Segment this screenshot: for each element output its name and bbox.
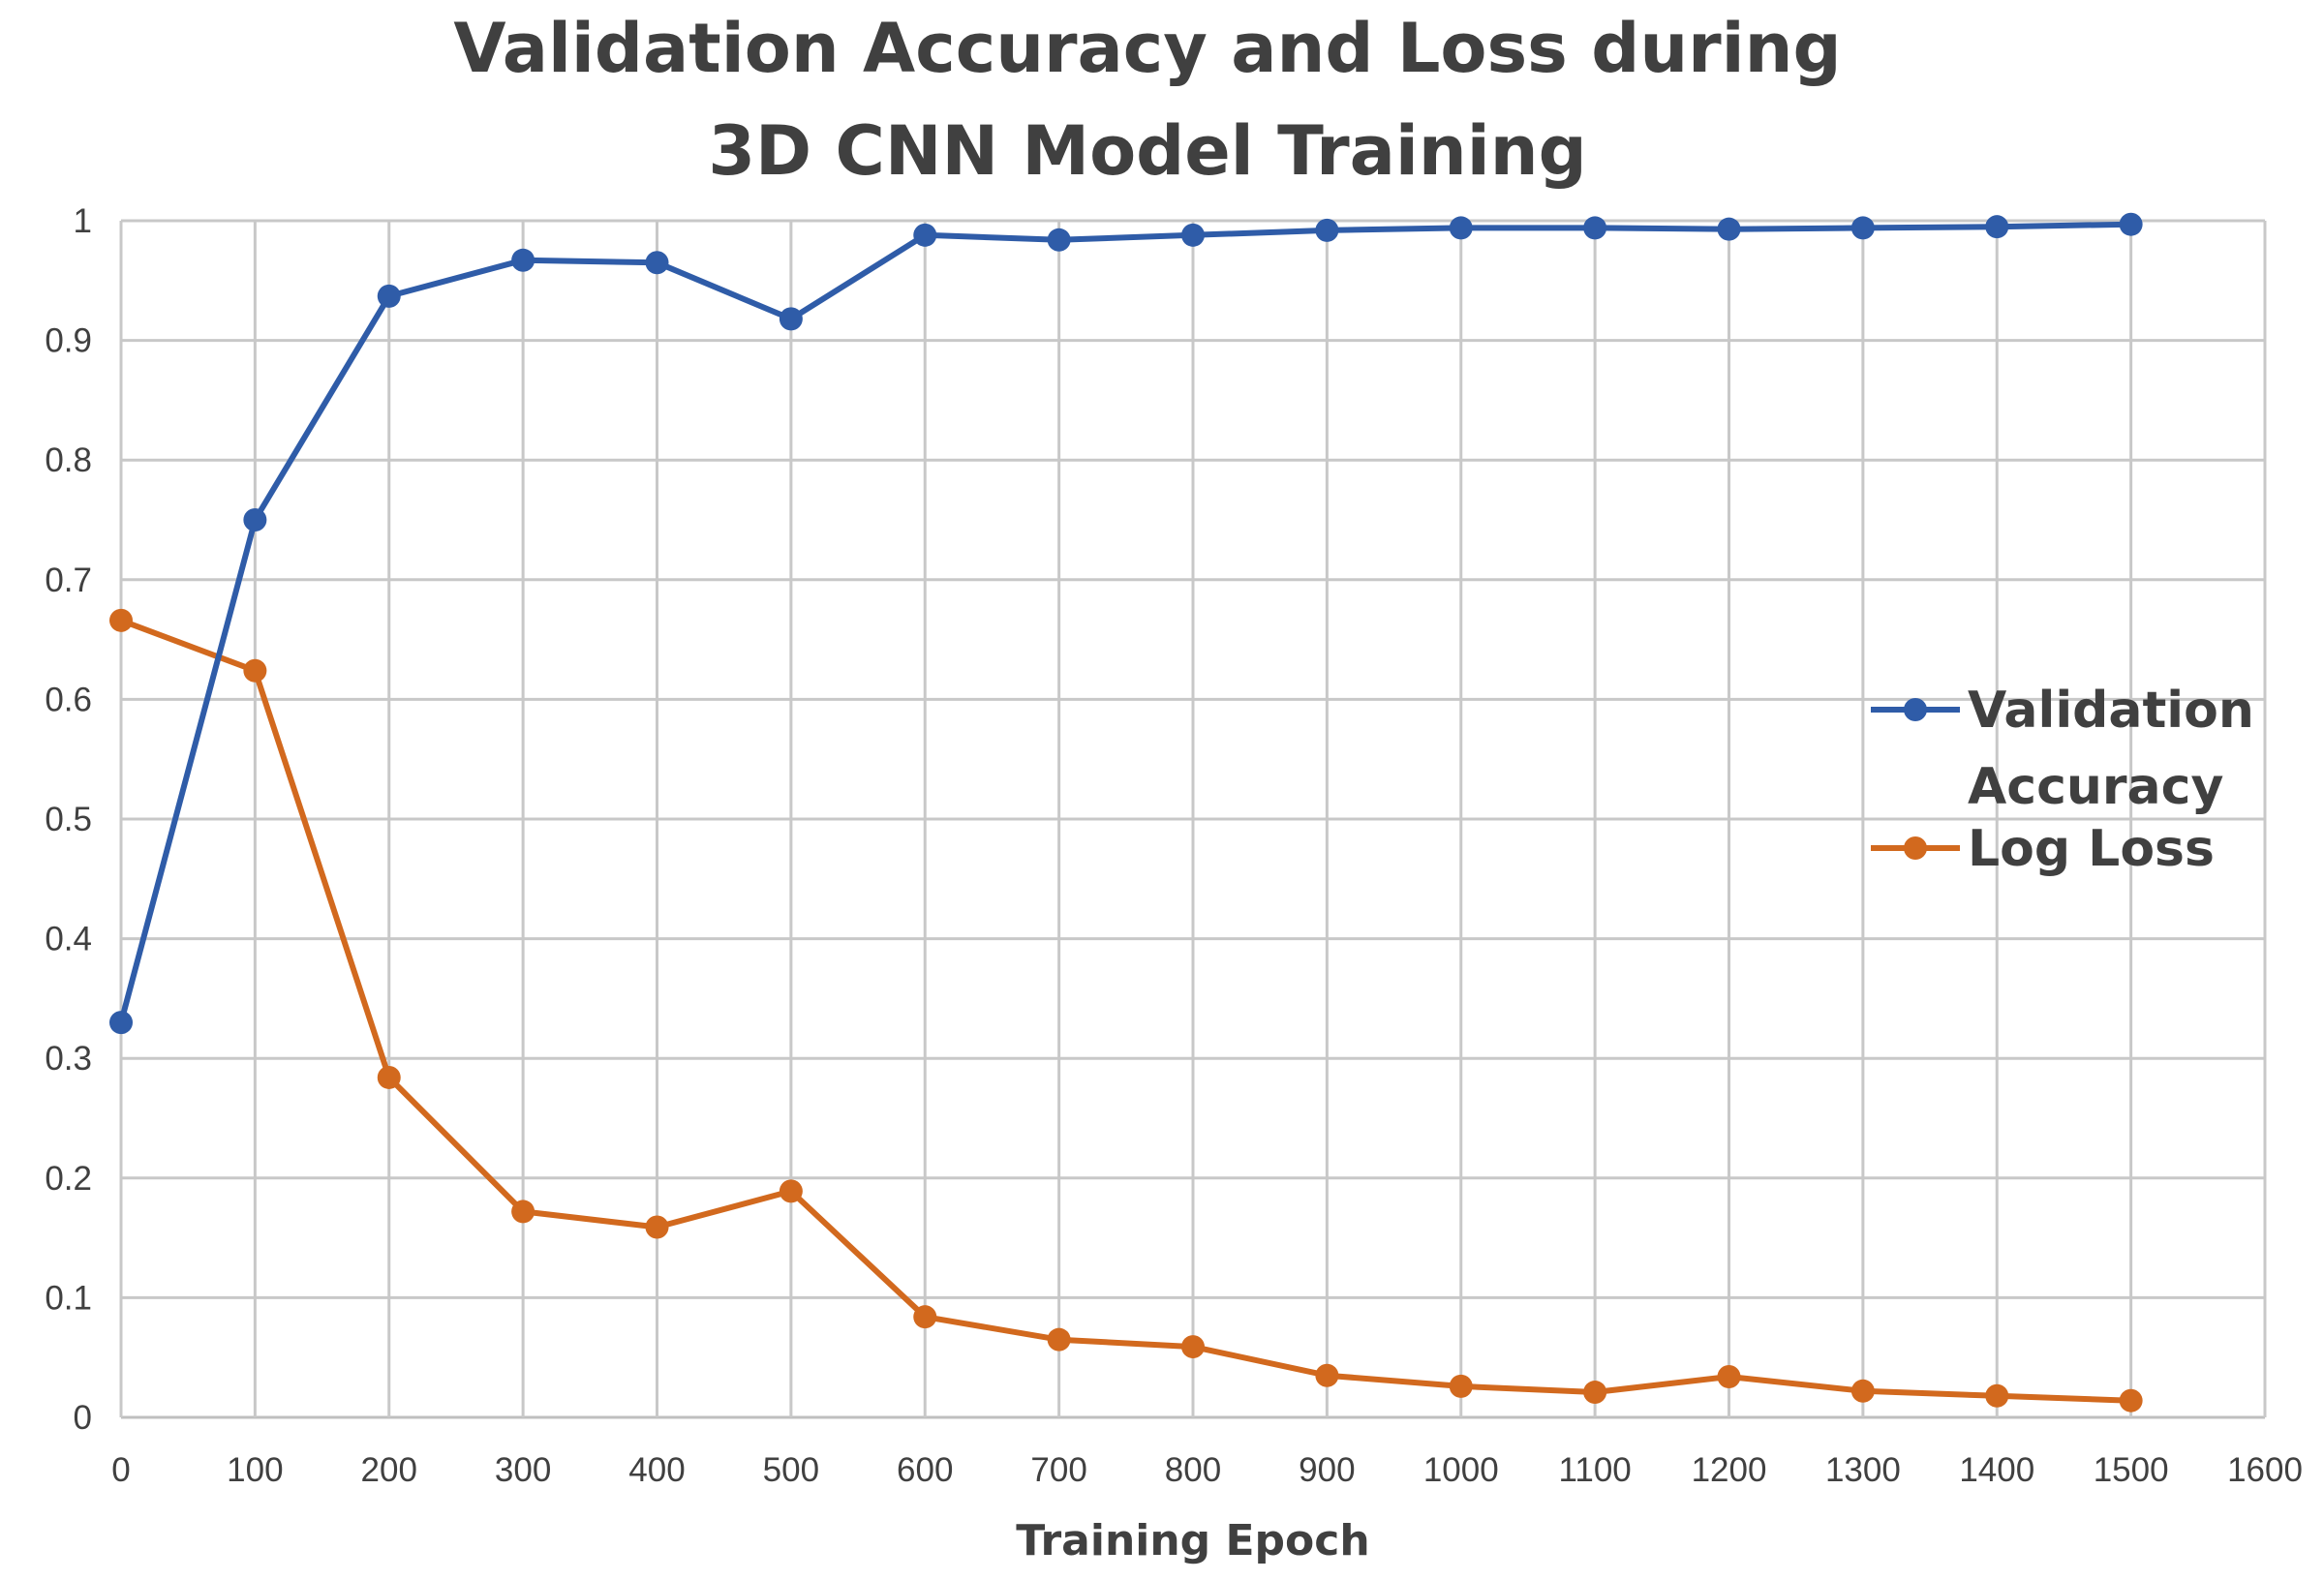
x-axis-title: Training Epoch <box>1016 1516 1369 1565</box>
data-point-log-loss <box>1449 1374 1473 1398</box>
data-point-validation-accuracy <box>1449 216 1473 240</box>
data-point-log-loss <box>511 1200 535 1224</box>
series-line-log-loss <box>119 617 2131 1404</box>
data-point-log-loss <box>1985 1383 2009 1408</box>
legend-label-log-loss: Log Loss <box>1968 820 2215 878</box>
legend-label-validation-accuracy-line-2: Accuracy <box>1968 758 2223 816</box>
data-point-log-loss <box>1717 1364 1741 1388</box>
data-point-log-loss <box>243 658 267 683</box>
x-tick-label: 1100 <box>1558 1451 1631 1489</box>
series-validation-accuracy <box>109 212 2143 1035</box>
x-tick-label: 300 <box>495 1451 551 1489</box>
x-tick-label: 0 <box>111 1451 130 1489</box>
data-point-validation-accuracy <box>109 1011 133 1035</box>
series-line-validation-accuracy <box>118 221 2131 1023</box>
x-tick-label: 1600 <box>2227 1451 2303 1489</box>
y-tick-label: 0.1 <box>45 1279 92 1317</box>
y-tick-label: 0.5 <box>45 801 92 838</box>
data-point-validation-accuracy <box>243 508 267 532</box>
series <box>109 212 2143 1413</box>
data-point-validation-accuracy <box>377 284 401 308</box>
legend-entry-validation-accuracy: Validation Accuracy <box>1871 682 2254 816</box>
x-tick-label: 500 <box>763 1451 819 1489</box>
data-point-log-loss <box>1181 1335 1205 1359</box>
data-point-validation-accuracy <box>1047 228 1071 252</box>
x-tick-label: 700 <box>1030 1451 1086 1489</box>
y-axis-ticks: 0 0.1 0.2 0.3 0.4 0.5 0.6 0.7 0.8 0.9 1 <box>45 202 92 1437</box>
data-point-log-loss <box>1315 1363 1339 1387</box>
data-point-validation-accuracy <box>1717 217 1741 241</box>
x-tick-label: 1400 <box>1959 1451 2034 1489</box>
legend: Validation Accuracy Log Loss <box>1871 682 2254 878</box>
data-point-log-loss <box>2119 1388 2143 1413</box>
x-tick-label: 100 <box>227 1451 283 1489</box>
data-point-validation-accuracy <box>645 251 669 275</box>
grid <box>119 219 2267 1419</box>
data-point-validation-accuracy <box>779 307 803 331</box>
data-point-log-loss <box>645 1215 669 1239</box>
data-point-log-loss <box>109 608 133 632</box>
y-tick-label: 1 <box>74 202 92 240</box>
y-tick-label: 0.7 <box>45 562 92 599</box>
data-point-log-loss <box>779 1179 803 1203</box>
data-point-validation-accuracy <box>1181 223 1205 247</box>
legend-marker-log-loss <box>1904 836 1927 860</box>
legend-marker-validation-accuracy <box>1904 698 1927 721</box>
data-point-validation-accuracy <box>1583 216 1607 240</box>
data-point-log-loss <box>377 1065 401 1089</box>
series-log-loss <box>109 608 2143 1413</box>
y-tick-label: 0.4 <box>45 921 92 958</box>
data-point-log-loss <box>913 1305 937 1329</box>
x-axis-ticks: 0 100 200 300 400 500 600 700 800 900 1000 1100 1200… <box>111 1451 2303 1489</box>
y-tick-label: 0.2 <box>45 1160 92 1198</box>
legend-label-validation-accuracy-line-1: Validation <box>1968 682 2254 740</box>
data-point-log-loss <box>1850 1379 1875 1403</box>
data-point-validation-accuracy <box>913 223 937 247</box>
chart-title-line-1: Validation Accuracy and Loss during <box>453 9 1841 88</box>
y-tick-label: 0.3 <box>45 1040 92 1078</box>
data-point-validation-accuracy <box>1315 218 1339 242</box>
data-point-log-loss <box>1047 1327 1071 1352</box>
x-tick-label: 1500 <box>2094 1451 2169 1489</box>
data-point-validation-accuracy <box>511 248 535 272</box>
x-tick-label: 1300 <box>1825 1451 1901 1489</box>
chart-title-line-2: 3D CNN Model Training <box>708 111 1586 191</box>
x-tick-label: 1000 <box>1423 1451 1499 1489</box>
x-tick-label: 600 <box>897 1451 953 1489</box>
y-tick-label: 0.8 <box>45 441 92 479</box>
y-tick-label: 0.6 <box>45 681 92 718</box>
x-tick-label: 800 <box>1165 1451 1221 1489</box>
data-point-validation-accuracy <box>1985 215 2009 239</box>
data-point-validation-accuracy <box>1850 216 1875 240</box>
x-tick-label: 400 <box>628 1451 685 1489</box>
x-tick-label: 900 <box>1299 1451 1355 1489</box>
legend-entry-log-loss: Log Loss <box>1871 820 2215 878</box>
y-tick-label: 0 <box>74 1399 92 1437</box>
data-point-log-loss <box>1583 1381 1607 1405</box>
data-point-validation-accuracy <box>2119 212 2143 236</box>
y-tick-label: 0.9 <box>45 322 92 360</box>
x-tick-label: 1200 <box>1692 1451 1767 1489</box>
x-tick-label: 200 <box>361 1451 417 1489</box>
